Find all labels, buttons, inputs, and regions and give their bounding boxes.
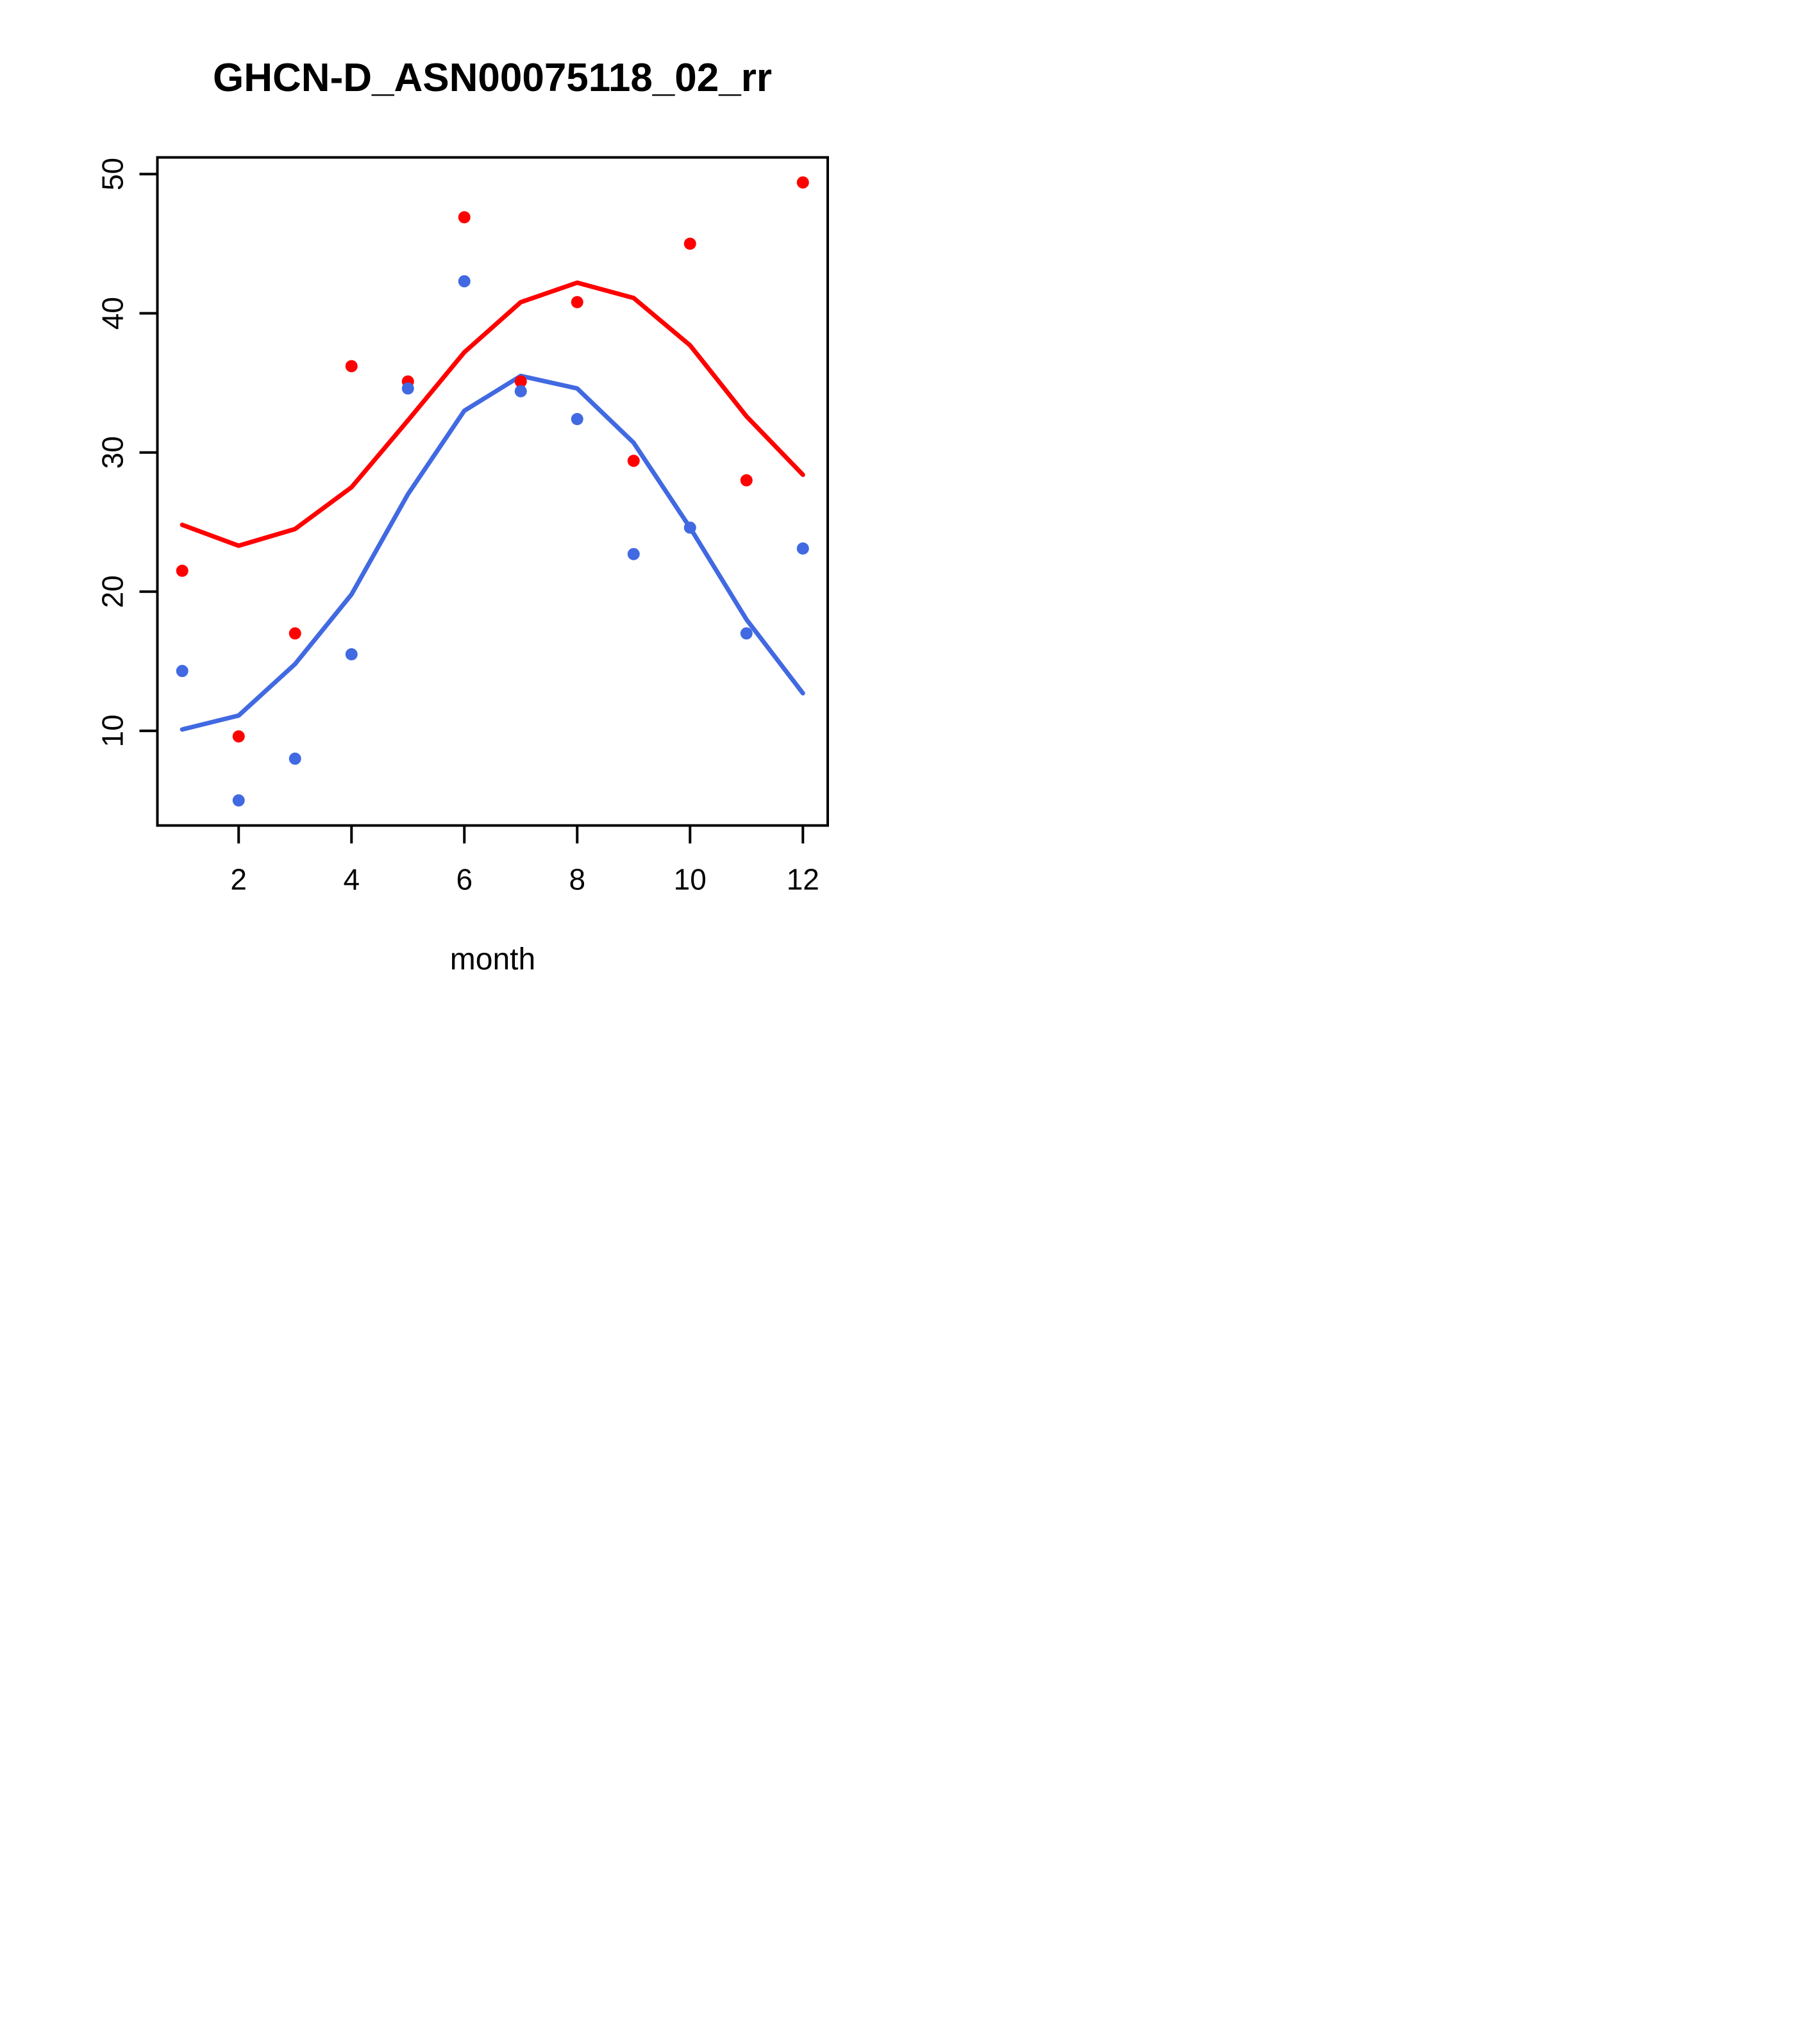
- y-tick-label: 50: [96, 158, 130, 190]
- red-line: [180, 280, 805, 548]
- blue-point: [401, 382, 414, 395]
- chart-canvas: GHCN-D_ASN00075118_02_rr 2 4 6 8 10 12 10 20 30 4…: [96, 56, 829, 976]
- red-point: [232, 730, 245, 743]
- x-tick-label: 8: [569, 863, 585, 896]
- blue-point: [514, 385, 527, 398]
- y-tick-label: 40: [96, 297, 130, 330]
- red-point: [627, 455, 640, 467]
- blue-point: [740, 627, 753, 640]
- plot-box: [156, 156, 829, 827]
- red-point: [796, 176, 809, 189]
- red-point: [289, 627, 301, 640]
- y-tick-label: 20: [96, 575, 130, 608]
- blue-point: [458, 275, 471, 288]
- x-tick-label: 2: [230, 863, 247, 896]
- blue-point: [571, 413, 583, 426]
- red-point: [740, 474, 753, 487]
- blue-point: [683, 521, 696, 534]
- red-point: [458, 211, 471, 224]
- blue-line: [180, 373, 805, 732]
- y-tick-label: 30: [96, 436, 130, 469]
- blue-point: [796, 542, 809, 555]
- blue-point: [232, 794, 245, 807]
- x-tick-label: 6: [456, 863, 473, 896]
- axis-ticks: 2 4 6 8 10 12 10 20 30 40 50: [96, 158, 819, 896]
- blue-point: [289, 752, 301, 765]
- red-point: [176, 564, 188, 577]
- red-point: [683, 237, 696, 250]
- blue-point: [627, 548, 640, 560]
- x-axis-label: month: [450, 942, 535, 976]
- y-tick-label: 10: [96, 714, 130, 747]
- series-layer: [176, 176, 809, 807]
- red-point: [571, 296, 583, 308]
- plot-page: GHCN-D_ASN00075118_02_rr 2 4 6 8 10 12 10 20 30 4…: [0, 0, 908, 1022]
- red-point: [345, 360, 358, 373]
- x-tick-label: 10: [674, 863, 707, 896]
- x-tick-label: 4: [343, 863, 360, 896]
- blue-point: [176, 665, 188, 678]
- blue-point: [345, 648, 358, 660]
- x-tick-label: 12: [787, 863, 819, 896]
- red-point: [514, 375, 527, 388]
- chart-title: GHCN-D_ASN00075118_02_rr: [213, 56, 772, 100]
